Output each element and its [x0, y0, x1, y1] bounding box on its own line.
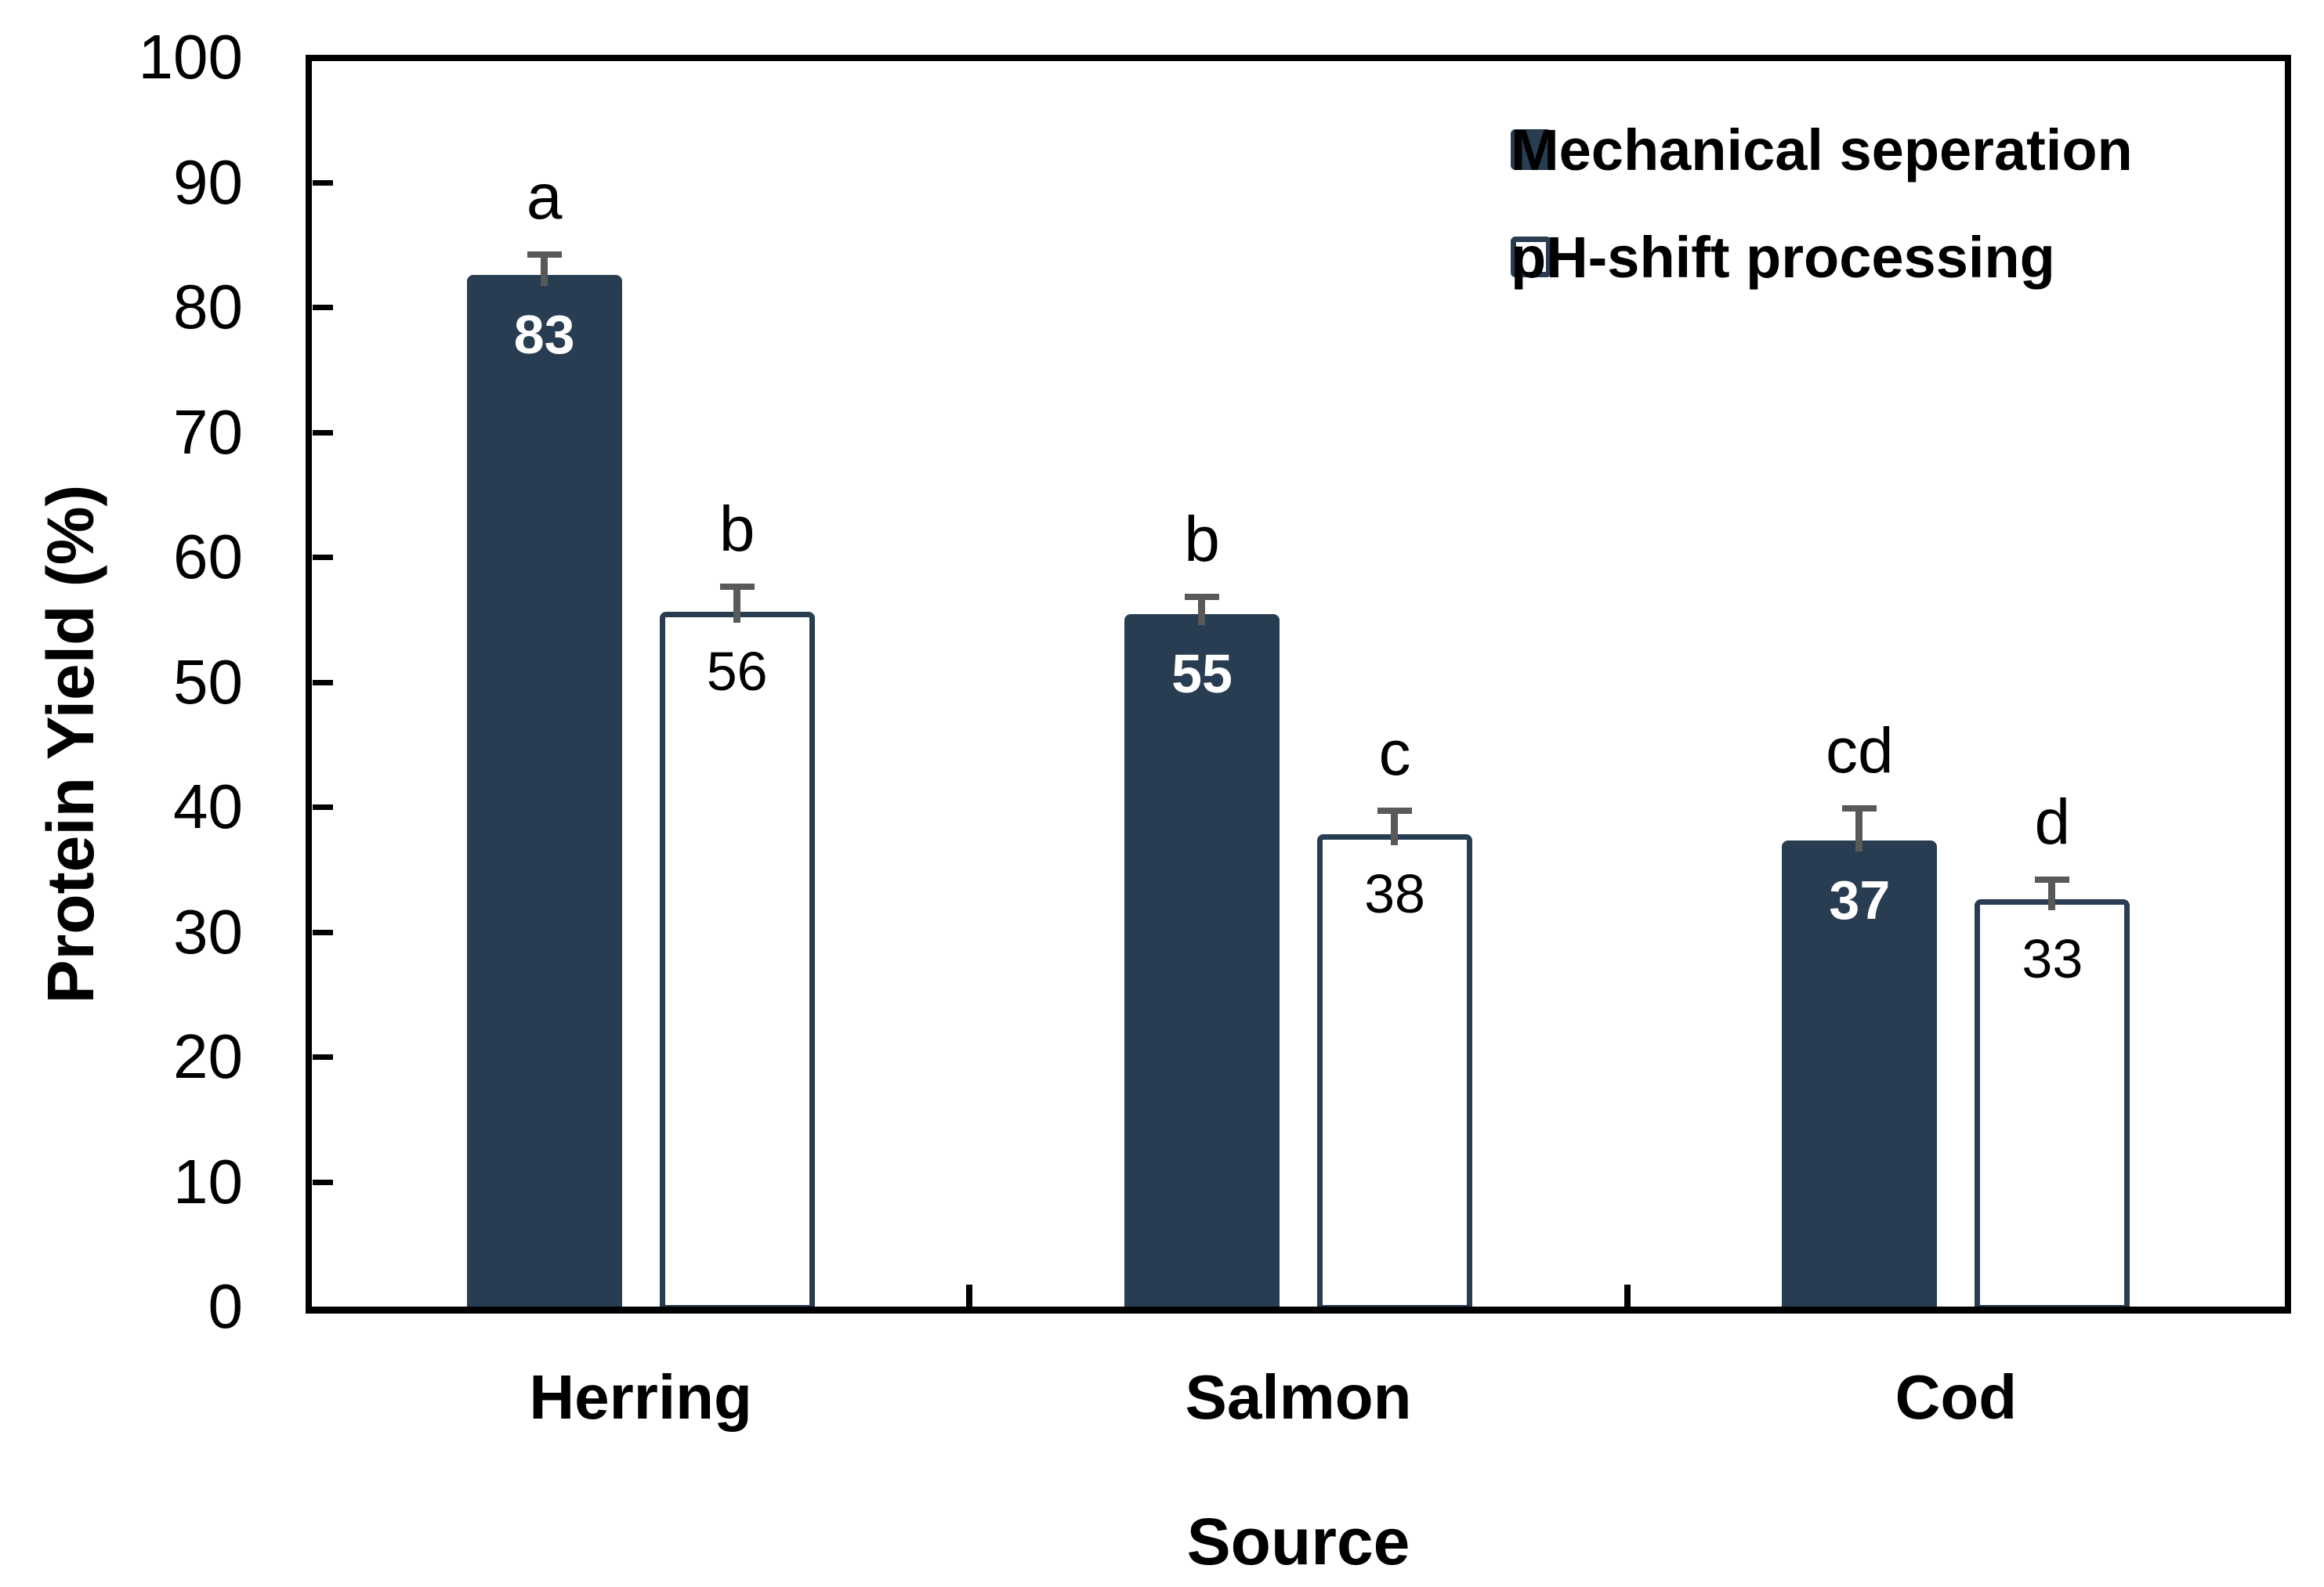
- bar-ph-shift-salmon: [1317, 834, 1472, 1310]
- error-bar-stem: [1855, 808, 1863, 852]
- significance-letter: b: [719, 493, 755, 566]
- error-bar-cap: [527, 251, 562, 258]
- error-bar-stem: [1198, 597, 1205, 626]
- x-axis-title: Source: [1186, 1505, 1410, 1578]
- error-bar-stem: [540, 255, 548, 286]
- bar-mechanical-cod: [1782, 840, 1938, 1310]
- y-tick-mark: [313, 679, 333, 685]
- y-tick-label: 100: [138, 22, 243, 92]
- x-axis-category-tick: [1624, 1285, 1631, 1307]
- error-bar-cap: [2035, 876, 2070, 883]
- significance-letter: c: [1378, 717, 1411, 789]
- y-tick-label: 40: [173, 772, 243, 841]
- y-tick-mark: [313, 179, 333, 186]
- y-tick-label: 10: [173, 1146, 243, 1216]
- bar-value-label: 56: [706, 641, 768, 703]
- y-tick-mark: [313, 804, 333, 810]
- error-bar-stem: [1391, 810, 1398, 846]
- x-category-label: Salmon: [1185, 1362, 1412, 1432]
- y-tick-label: 20: [173, 1021, 243, 1091]
- bar-value-label: 83: [513, 303, 575, 365]
- y-tick-label: 80: [173, 272, 243, 342]
- error-bar-stem: [733, 587, 740, 624]
- bar-value-label: 55: [1171, 643, 1233, 705]
- x-category-label: Herring: [529, 1362, 752, 1432]
- bar-value-label: 33: [2022, 928, 2083, 990]
- y-tick-mark: [313, 429, 333, 436]
- y-tick-label: 60: [173, 522, 243, 591]
- legend-label: pH-shift processing: [1511, 224, 2055, 290]
- error-bar-stem: [2048, 879, 2056, 911]
- y-tick-label: 50: [173, 646, 243, 717]
- error-bar-cap: [1185, 594, 1219, 601]
- legend-marker-open-icon: [1511, 237, 1551, 277]
- significance-letter: b: [1184, 504, 1220, 576]
- y-tick-mark: [313, 305, 333, 310]
- y-tick-mark: [313, 1054, 333, 1060]
- error-bar-cap: [1377, 807, 1412, 814]
- bar-mechanical-herring: [466, 274, 622, 1310]
- error-bar-cap: [719, 584, 755, 591]
- bar-ph-shift-herring: [659, 612, 815, 1310]
- legend-marker-filled-icon: [1511, 129, 1551, 170]
- y-tick-label: 0: [208, 1271, 244, 1341]
- significance-letter: a: [526, 161, 563, 233]
- error-bar-cap: [1842, 804, 1877, 812]
- bar-value-label: 37: [1829, 869, 1891, 931]
- plot-area: [306, 55, 2291, 1314]
- x-category-label: Cod: [1895, 1362, 2018, 1432]
- legend-label: Mechanical seperation: [1511, 117, 2133, 183]
- y-tick-label: 70: [173, 396, 243, 467]
- bar-ph-shift-cod: [1975, 899, 2130, 1310]
- y-tick-mark: [313, 929, 333, 935]
- y-tick-label: 90: [173, 146, 243, 217]
- y-tick-mark: [313, 1179, 333, 1185]
- y-tick-mark: [313, 555, 333, 560]
- bar-value-label: 38: [1364, 863, 1425, 925]
- y-tick-label: 30: [173, 896, 243, 967]
- bar-mechanical-salmon: [1124, 614, 1280, 1310]
- significance-letter: cd: [1826, 714, 1894, 786]
- significance-letter: d: [2034, 786, 2071, 858]
- x-axis-category-tick: [966, 1285, 973, 1307]
